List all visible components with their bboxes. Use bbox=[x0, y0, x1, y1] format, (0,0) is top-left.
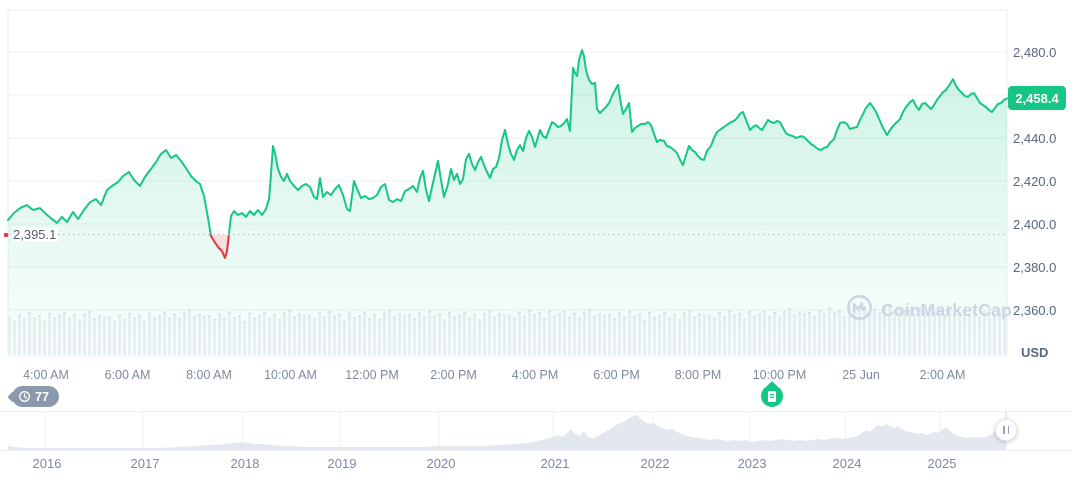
navigator-drag-handle[interactable] bbox=[995, 419, 1017, 441]
x-axis-label: 2:00 PM bbox=[430, 368, 477, 382]
y-axis-label: 2,360.0 bbox=[1013, 302, 1057, 318]
y-axis-label: 2,400.0 bbox=[1013, 216, 1057, 232]
x-axis-label: 8:00 PM bbox=[674, 368, 722, 382]
year-label: 2021 bbox=[540, 456, 570, 471]
y-axis-label: 2,420.0 bbox=[1013, 173, 1057, 189]
y-axis-label: 2,480.0 bbox=[1013, 44, 1057, 60]
watermark-text: CoinMarketCap bbox=[881, 299, 1012, 320]
previous-close-value: 2,395.1 bbox=[13, 227, 59, 242]
history-count-badge[interactable]: 77 bbox=[7, 386, 59, 407]
year-label: 2024 bbox=[832, 456, 862, 471]
x-axis-label: 2:00 AM bbox=[919, 368, 966, 382]
news-document-icon bbox=[761, 385, 783, 407]
clock-history-icon bbox=[18, 390, 31, 403]
coinmarketcap-logo-icon bbox=[846, 294, 873, 326]
history-count: 77 bbox=[35, 389, 49, 404]
current-price-badge: 2,458.4 bbox=[1008, 86, 1066, 110]
year-label: 2023 bbox=[737, 456, 767, 471]
x-axis-label: 4:00 PM bbox=[511, 368, 559, 382]
year-label: 2022 bbox=[640, 456, 670, 471]
x-axis-label: 6:00 AM bbox=[104, 368, 151, 382]
drag-handle-icon bbox=[1003, 426, 1005, 434]
year-label: 2020 bbox=[426, 456, 456, 471]
x-axis-label: 8:00 AM bbox=[186, 368, 232, 382]
y-axis-label: 2,440.0 bbox=[1013, 130, 1057, 146]
y-axis-label: 2,380.0 bbox=[1013, 259, 1057, 275]
news-event-marker[interactable] bbox=[761, 380, 783, 407]
previous-close-marker-icon bbox=[4, 232, 8, 237]
year-label: 2025 bbox=[927, 456, 957, 471]
year-label: 2019 bbox=[327, 456, 357, 471]
previous-close-line-label: 2,395.1 bbox=[4, 227, 59, 242]
current-price-value: 2,458.4 bbox=[1015, 90, 1059, 106]
x-axis-label: 10:00 AM bbox=[264, 368, 317, 382]
year-label: 2016 bbox=[32, 456, 62, 471]
year-label: 2017 bbox=[130, 456, 160, 471]
x-axis-label: 4:00 AM bbox=[23, 368, 69, 382]
year-label: 2018 bbox=[230, 456, 260, 471]
x-axis-label: 12:00 PM bbox=[345, 368, 399, 382]
x-axis-label: 10:00 PM bbox=[752, 368, 807, 382]
x-axis-label: 25 Jun bbox=[842, 368, 880, 382]
coinmarketcap-watermark: CoinMarketCap bbox=[846, 294, 1012, 326]
x-axis-label: 6:00 PM bbox=[593, 368, 640, 382]
currency-unit-label: USD bbox=[1021, 345, 1049, 360]
